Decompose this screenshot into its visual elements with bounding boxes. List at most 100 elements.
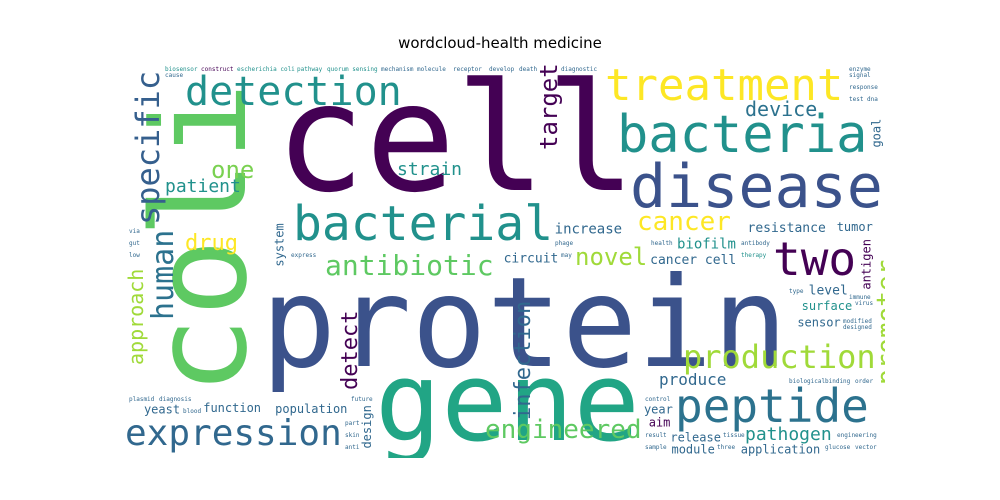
- word-human: human: [146, 230, 181, 320]
- word-disease: disease: [630, 152, 883, 222]
- word-quorum-sensing: quorum sensing: [327, 66, 378, 73]
- word-resistance: resistance: [748, 221, 826, 236]
- word-bacterial: bacterial: [293, 196, 553, 252]
- word-system: system: [273, 223, 287, 266]
- word-detect: detect: [338, 311, 363, 390]
- word-two: two: [773, 232, 856, 286]
- word-engineered: engineered: [485, 415, 642, 445]
- word-health: health: [651, 240, 673, 247]
- word-device: device: [745, 97, 817, 121]
- word-bacteria: bacteria: [617, 105, 867, 165]
- word-coli: coli: [125, 82, 276, 395]
- word-novel: novel: [575, 243, 647, 271]
- word-via: via: [129, 228, 140, 235]
- word-treatment: treatment: [605, 60, 843, 111]
- word-antibiotic: antibiotic: [325, 249, 494, 282]
- word-cancer-cell: cancer cell: [650, 253, 736, 268]
- word-cell: cell: [275, 60, 636, 226]
- word-part: part: [345, 420, 360, 427]
- word-promoter: promoter: [872, 260, 885, 385]
- word-pathway: pathway: [297, 66, 323, 73]
- word-tissue: tissue: [723, 432, 745, 439]
- word-protein: protein: [261, 251, 788, 396]
- word-detection: detection: [185, 69, 402, 115]
- word-yeast: yeast: [144, 402, 180, 416]
- word-pathogen: pathogen: [745, 424, 832, 445]
- word-future: future: [351, 396, 373, 403]
- word-approach: approach: [125, 269, 148, 365]
- word-signal: signal: [849, 72, 871, 79]
- word-response: response: [849, 84, 878, 91]
- word-sensor: sensor: [797, 316, 840, 330]
- word-may: may: [561, 252, 572, 259]
- word-blood: blood: [183, 408, 201, 415]
- word-one: one: [211, 156, 254, 184]
- word-target: target: [535, 63, 563, 150]
- word-biosensor: biosensor: [165, 66, 198, 73]
- word-infection: infection: [511, 301, 536, 420]
- word-designed: designed: [843, 324, 872, 331]
- word-release: release: [670, 431, 721, 445]
- word-produce: produce: [659, 370, 726, 389]
- word-control: control: [645, 396, 671, 403]
- word-gene: gene: [375, 338, 640, 458]
- word-mechanism: mechanism: [381, 66, 414, 73]
- word-biofilm: biofilm: [677, 237, 736, 253]
- word-population: population: [275, 402, 347, 416]
- word-dna: dna: [867, 96, 878, 103]
- word-molecule: molecule: [417, 66, 446, 73]
- word-three: three: [717, 444, 735, 451]
- word-year: year: [644, 403, 673, 417]
- word-modified: modified: [843, 318, 872, 325]
- word-level: level: [809, 284, 848, 299]
- word-virus: virus: [855, 300, 873, 307]
- word-antibody: antibody: [741, 240, 770, 247]
- word-antigen: antigen: [859, 239, 873, 290]
- word-receptor: receptor: [453, 66, 482, 73]
- word-goal: goal: [869, 119, 883, 148]
- word-patient: patient: [165, 176, 241, 197]
- word-aim: aim: [649, 415, 671, 429]
- word-module: module: [671, 443, 714, 457]
- word-cause: cause: [165, 72, 183, 79]
- word-immune: immune: [849, 294, 871, 301]
- word-drug: drug: [185, 231, 238, 256]
- word-skin: skin: [345, 432, 360, 439]
- word-engineering: engineering: [837, 432, 877, 439]
- word-enzyme: enzyme: [849, 66, 871, 73]
- word-low: low: [129, 252, 140, 259]
- word-death: death: [519, 66, 537, 73]
- word-therapy: therapy: [741, 252, 767, 259]
- word-design: design: [360, 405, 374, 448]
- word-specific: specific: [129, 71, 167, 225]
- word-increase: increase: [555, 222, 622, 238]
- word-cancer: cancer: [637, 207, 731, 237]
- word-order: order: [855, 378, 873, 385]
- word-peptide: peptide: [675, 379, 869, 433]
- word-anti: anti: [345, 444, 360, 451]
- word-develop: develop: [489, 66, 515, 73]
- word-phage: phage: [555, 240, 573, 247]
- word-function: function: [203, 401, 261, 415]
- word-strain: strain: [397, 159, 462, 180]
- word-glucose: glucose: [825, 444, 851, 451]
- word-binding: binding: [825, 378, 851, 385]
- word-escherichia-coli: escherichia coli: [237, 66, 295, 73]
- word-expression: expression: [125, 413, 342, 454]
- word-application: application: [741, 442, 820, 456]
- word-diagnosis: diagnosis: [159, 396, 192, 403]
- word-vector: vector: [855, 444, 877, 451]
- cloud-background: [125, 60, 885, 458]
- word-express: express: [291, 252, 317, 259]
- word-tumor: tumor: [837, 220, 873, 234]
- word-plasmid: plasmid: [129, 396, 155, 403]
- word-construct: construct: [201, 66, 234, 73]
- word-type: type: [789, 288, 804, 295]
- word-circuit: circuit: [504, 252, 559, 267]
- word-biological: biological: [789, 378, 826, 385]
- word-production: production: [683, 338, 876, 376]
- word-test: test: [849, 96, 864, 103]
- word-surface: surface: [802, 299, 853, 313]
